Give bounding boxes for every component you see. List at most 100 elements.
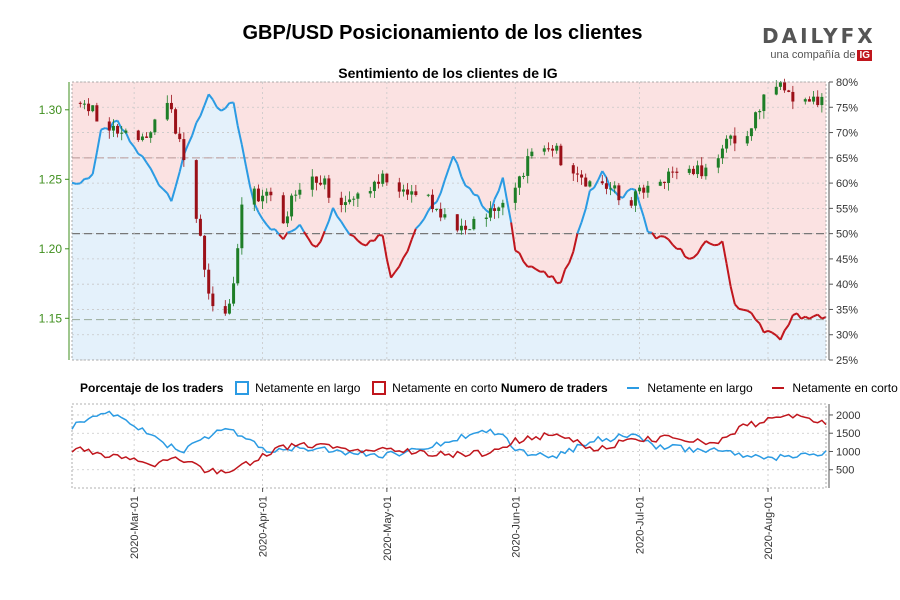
brand-name: DAILYFX	[762, 24, 876, 48]
sentiment-line-segment	[667, 238, 674, 246]
sentiment-line-segment	[149, 168, 156, 178]
candle-body	[546, 148, 550, 150]
sentiment-line-segment	[684, 255, 690, 260]
percent-tick-label: 50%	[836, 229, 858, 241]
sentiment-line-segment	[692, 252, 699, 259]
price-candles	[78, 78, 824, 316]
sentiment-line-segment	[365, 240, 372, 247]
sentiment-line-segment	[601, 170, 608, 179]
candle-body	[575, 173, 579, 175]
sentiment-line-segment	[274, 228, 280, 236]
sentiment-line-segment	[584, 190, 591, 210]
main-plot-frame	[71, 81, 827, 361]
sentiment-line-segment	[373, 234, 380, 242]
sentiment-line-segment	[307, 237, 314, 246]
candle-body	[725, 138, 729, 149]
sentiment-line-segment	[564, 262, 570, 271]
sentiment-line-segment	[767, 329, 773, 334]
sentiment-line-segment	[419, 218, 425, 225]
sentiment-line-segment	[245, 165, 252, 188]
percent-tick-label: 30%	[836, 330, 858, 342]
candle-body	[807, 99, 811, 102]
sentiment-line-segment	[800, 315, 806, 320]
sentiment-line-segment	[336, 215, 343, 223]
sentiment-line-segment	[638, 203, 645, 218]
sentiment-line-segment	[116, 120, 123, 130]
candle-body	[410, 191, 414, 195]
candle-body	[211, 293, 215, 307]
candle-body	[638, 187, 642, 192]
x-tick-label: 2020-Apr-01	[258, 496, 270, 557]
candle-body	[588, 181, 592, 187]
candle-body	[468, 229, 472, 231]
candle-body	[472, 218, 476, 230]
candle-body	[223, 306, 227, 314]
sentiment-line-segment	[344, 227, 351, 236]
candle-body	[526, 156, 530, 176]
candle-body	[78, 102, 82, 104]
price-tick-label: 1.15	[39, 311, 63, 325]
candle-body	[116, 125, 120, 134]
sentiment-line-segment	[543, 270, 550, 278]
candle-body	[327, 178, 331, 198]
candle-body	[791, 91, 795, 102]
sentiment-line-segment	[394, 265, 401, 273]
candle-body	[153, 119, 157, 133]
candle-body	[298, 189, 302, 195]
candle-body	[439, 208, 443, 218]
candle-body	[687, 168, 691, 173]
sentiment-line-segment	[187, 135, 194, 146]
sentiment-line-segment	[605, 177, 612, 189]
percent-tick-label: 35%	[836, 304, 858, 316]
candle-body	[377, 181, 381, 184]
candle-body	[149, 132, 153, 138]
sentiment-line-segment	[278, 233, 285, 240]
candle-body	[319, 182, 323, 185]
candle-body	[812, 96, 816, 102]
candle-body	[174, 109, 178, 134]
sentiment-line-segment	[758, 323, 765, 333]
sentiment-line-segment	[220, 107, 226, 112]
candle-body	[356, 193, 360, 199]
legend-percent-short: Netamente en corto	[392, 380, 498, 395]
legend-count-short: Netamente en corto	[792, 380, 898, 395]
sentiment-line-segment	[468, 187, 475, 196]
candle-body	[169, 102, 173, 110]
count-tick-label: 1500	[836, 428, 860, 440]
sentiment-line-segment	[672, 244, 678, 250]
candle-body	[662, 181, 666, 183]
candle-body	[774, 86, 778, 95]
sentiment-line-segment	[145, 161, 152, 170]
candle-body	[497, 207, 501, 211]
candle-body	[696, 165, 700, 175]
candle-body	[203, 235, 207, 270]
sentiment-line-segment	[580, 208, 587, 223]
sentiment-line-segment	[804, 315, 810, 320]
sentiment-line-segment	[443, 167, 450, 181]
sentiment-line-segment	[410, 228, 417, 240]
candle-body	[381, 173, 385, 184]
candle-body	[816, 96, 820, 106]
candle-body	[406, 189, 410, 195]
sentiment-line-segment	[195, 115, 202, 124]
sentiment-line-segment	[261, 218, 268, 226]
sentiment-line-segment	[79, 178, 86, 185]
legend: Porcentaje de los traders Netamente en l…	[80, 380, 898, 396]
sentiment-line-segment	[531, 265, 537, 271]
candle-body	[488, 208, 492, 218]
x-tick-label: 2020-May-01	[382, 496, 394, 561]
percent-tick-label: 55%	[836, 203, 858, 215]
sentiment-line-segment	[133, 146, 140, 155]
candle-body	[426, 194, 430, 196]
candle-body	[294, 194, 298, 196]
candle-body	[140, 136, 144, 141]
sentiment-line-segment	[390, 271, 396, 279]
legend-short-swatch	[371, 380, 386, 395]
candle-body	[352, 198, 356, 200]
sentiment-line-segment	[771, 331, 777, 337]
sentiment-line-segment	[100, 127, 106, 131]
sentiment-line-segment	[705, 240, 711, 245]
sentiment-line-segment	[589, 187, 595, 192]
sentiment-line-segment	[688, 256, 694, 260]
sentiment-line-segment	[232, 102, 239, 127]
